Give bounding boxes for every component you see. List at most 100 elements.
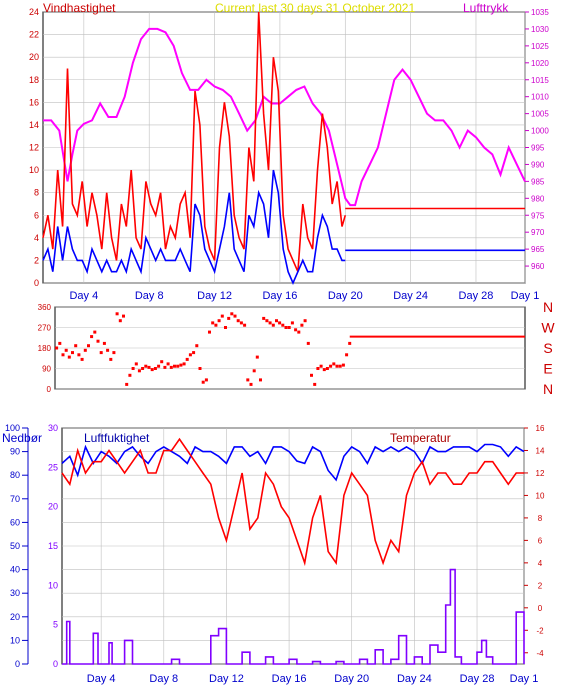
direction-point	[239, 321, 243, 325]
direction-point	[233, 314, 237, 318]
direction-point	[220, 314, 224, 318]
direction-point	[224, 326, 227, 329]
direction-point	[211, 321, 215, 325]
direction-point	[80, 357, 84, 361]
direction-point	[198, 367, 202, 370]
direction-point	[201, 380, 205, 384]
wind-x-tick-label: Day 20	[328, 290, 363, 302]
direction-point	[90, 335, 94, 339]
wind-x-axis: Day 4 Day 8 Day 12 Day 16 Day 20 Day 24 Day 28…	[69, 290, 539, 302]
wind-speed-label: Vindhastighet	[43, 1, 116, 15]
humidity-series-line-0	[61, 443, 525, 482]
direction-point	[192, 351, 196, 355]
direction-point	[55, 346, 59, 350]
pressure-label: Lufttrykk	[463, 1, 509, 15]
direction-point	[96, 339, 100, 343]
direction-point	[262, 316, 266, 320]
temperature-tick-label: 6	[538, 536, 543, 545]
pressure-tick-label: 1020	[531, 59, 549, 68]
direction-point	[332, 362, 336, 366]
humidity-x-tick-label: Day 20	[334, 673, 369, 685]
precipitation-label: Nedbør	[2, 431, 42, 445]
wind-tick-label: 4	[34, 233, 39, 243]
pressure-tick-label: 980	[531, 194, 545, 203]
temperature-tick-label: 14	[536, 446, 545, 455]
direction-point	[109, 357, 113, 361]
direction-series	[55, 312, 525, 386]
direction-point	[335, 364, 339, 368]
wind-tick-label: 6	[34, 210, 39, 220]
wind-tick-label: 14	[29, 120, 39, 130]
pressure-tick-label: 965	[531, 245, 545, 254]
direction-point	[176, 364, 180, 368]
compass-label: N	[543, 381, 553, 397]
direction-point	[160, 360, 164, 364]
direction-point	[246, 378, 250, 382]
wind-series-line-2	[42, 169, 346, 286]
precipitation-tick-label: 90	[10, 447, 20, 457]
direction-point	[163, 365, 167, 369]
compass-label: N	[543, 299, 553, 315]
direction-point	[115, 312, 119, 316]
precipitation-tick-label: 30	[10, 588, 20, 598]
temperature-tick-label: 12	[536, 469, 545, 478]
direction-point	[144, 364, 148, 368]
humidity-tick-label: 15	[48, 541, 58, 551]
direction-point	[185, 357, 189, 361]
pressure-tick-label: 1030	[531, 25, 549, 34]
direction-point	[128, 373, 132, 377]
pressure-tick-label: 1015	[531, 76, 549, 85]
precipitation-tick-label: 0	[15, 659, 20, 669]
humidity-x-axis: Day 4 Day 8 Day 12 Day 16 Day 20 Day 24 Day 28…	[87, 673, 539, 685]
humidity-tick-label: 25	[48, 462, 58, 472]
direction-point	[122, 314, 125, 318]
direction-point	[169, 365, 173, 369]
humidity-x-tick-label: Day 28	[460, 673, 495, 685]
direction-point	[345, 353, 349, 357]
direction-tick-label: 90	[42, 365, 51, 374]
pressure-axis: 960 965 970 975 980 985 990 995 1000 1005 1010 1015…	[525, 8, 549, 271]
direction-point	[58, 341, 62, 345]
direction-point	[141, 367, 145, 370]
humidity-tick-label: 10	[48, 580, 58, 590]
pressure-tick-label: 990	[531, 160, 545, 169]
direction-tick-label: 0	[47, 385, 52, 394]
wind-x-tick-label: Day 4	[69, 290, 98, 302]
temperature-tick-label: 2	[538, 581, 543, 590]
direction-point	[281, 323, 285, 327]
direction-point	[99, 351, 103, 355]
humidity-grid	[62, 427, 525, 665]
temperature-tick-label: 4	[538, 559, 543, 568]
direction-point	[243, 323, 247, 327]
direction-point	[319, 364, 323, 368]
direction-point	[87, 344, 90, 348]
humidity-x-tick-label: Day 1	[510, 673, 539, 685]
direction-point	[275, 319, 278, 323]
direction-point	[313, 382, 317, 386]
humidity-x-tick-label: Day 4	[87, 673, 116, 685]
wind-tick-label: 20	[29, 52, 39, 62]
precipitation-tick-label: 80	[10, 470, 20, 480]
humidity-x-tick-label: Day 8	[149, 673, 178, 685]
direction-point	[83, 348, 87, 352]
direction-point	[118, 319, 122, 323]
direction-point	[236, 319, 240, 323]
wind-x-tick-label: Day 1	[511, 290, 540, 302]
direction-point	[227, 316, 231, 320]
pressure-tick-label: 970	[531, 228, 545, 237]
temperature-axis: -4 -2 0 2 4 6 8 10 12 14 16	[524, 424, 545, 658]
direction-point	[325, 367, 329, 370]
direction-point	[153, 367, 157, 370]
direction-point	[134, 362, 138, 366]
humidity-tick-label: 30	[48, 423, 58, 433]
wind-tick-label: 8	[34, 188, 39, 198]
temperature-tick-label: 8	[538, 514, 543, 523]
humidity-series-line-2	[62, 568, 525, 665]
direction-point	[102, 341, 106, 345]
direction-point	[131, 367, 135, 370]
